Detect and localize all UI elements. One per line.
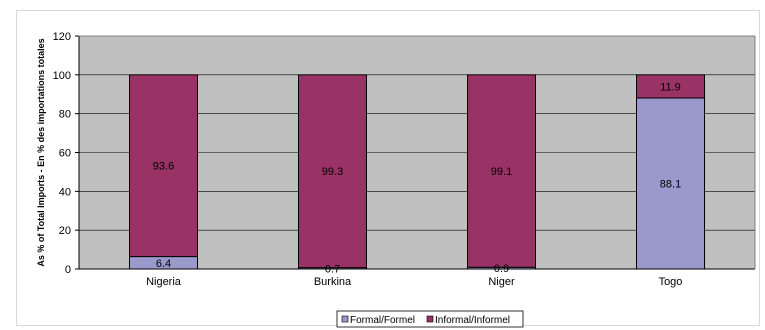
bar-burkina-informal <box>298 74 367 269</box>
bar-nigeria-informal <box>129 74 198 258</box>
legend-label: Informal/Informel <box>435 315 510 326</box>
data-label: 88.1 <box>660 178 681 190</box>
y-tick-label: 100 <box>53 70 71 82</box>
axes <box>78 35 756 270</box>
bar-togo-informal <box>636 74 705 99</box>
x-tick-label: Nigeria <box>146 276 182 288</box>
legend-label: Formal/Formel <box>350 315 415 326</box>
y-axis-label: As % of Total Imports - En % des importa… <box>36 38 46 266</box>
legend-swatch <box>341 315 349 323</box>
data-label: 11.9 <box>660 81 681 93</box>
data-label: 99.1 <box>491 166 512 178</box>
data-label: 99.3 <box>322 166 343 178</box>
y-tick-labels: 0 20 40 60 80 100 120 <box>53 31 71 276</box>
y-tick-label: 40 <box>59 186 71 198</box>
x-tick-label: Togo <box>659 276 683 288</box>
bar-togo-formal <box>636 97 705 270</box>
y-tick-label: 120 <box>53 31 71 43</box>
legend-swatch <box>426 315 434 323</box>
x-tick-labels: Nigeria Burkina Niger Togo <box>146 276 682 288</box>
data-labels: 6.4 93.6 0.7 99.3 0.9 99.1 88.1 11.9 <box>153 81 681 275</box>
data-label: 93.6 <box>153 161 174 173</box>
bar-niger-informal <box>467 74 536 268</box>
y-tick-label: 60 <box>59 148 71 160</box>
y-tick-label: 20 <box>59 225 71 237</box>
y-tick-label: 0 <box>65 264 71 276</box>
x-tick-label: Niger <box>488 276 515 288</box>
x-tick-label: Burkina <box>314 276 352 288</box>
bars-group <box>129 74 705 270</box>
data-label: 6.4 <box>156 258 171 270</box>
legend: Formal/Formel Informal/Informel <box>336 310 524 328</box>
data-label: 0.9 <box>494 263 509 275</box>
data-label: 0.7 <box>325 263 340 275</box>
y-tick-label: 80 <box>59 109 71 121</box>
